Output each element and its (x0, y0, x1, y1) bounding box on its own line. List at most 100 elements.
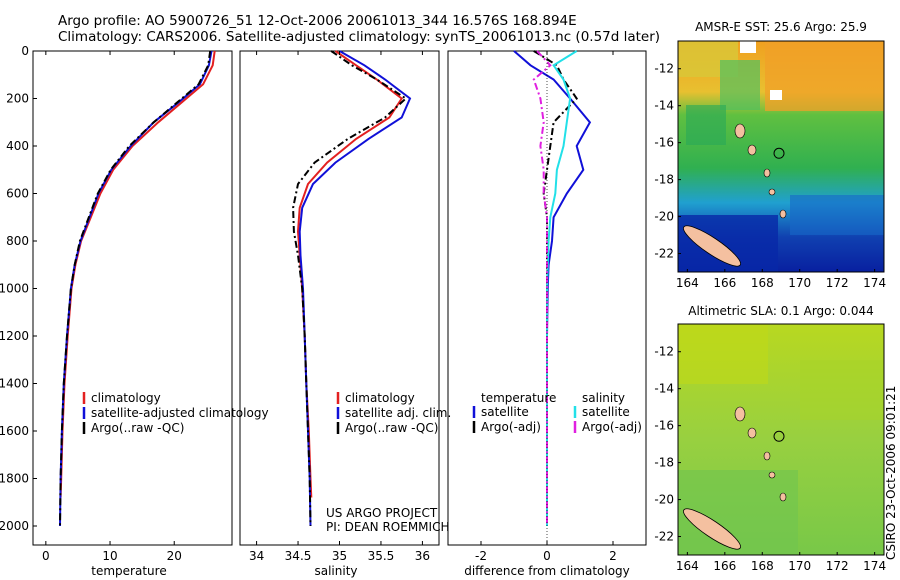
island (768, 188, 776, 196)
map-y-tick-label: -12 (654, 62, 674, 76)
argo-profile-marker (773, 147, 785, 159)
series-line-satellite-adjusted (298, 50, 412, 527)
y-tick-label: 1600 (0, 424, 29, 438)
map-x-tick-label: 164 (676, 559, 699, 573)
map-y-tick-label: -16 (654, 136, 674, 150)
x-tick-label: 34 (249, 549, 264, 563)
sst-map-panel: AMSR-E SST: 25.6 Argo: 25.9 164 166 168 170… (654, 20, 886, 290)
x-tick-label: 36 (415, 549, 430, 563)
difference-panel: -2 0 2 difference from climatology tempera… (447, 50, 647, 578)
sla-field (678, 324, 884, 555)
temperature-legend: climatology satellite-adjusted climatolo… (82, 391, 269, 435)
series-line-temp-satellite (513, 50, 592, 526)
island (747, 427, 757, 439)
map-x-tick-label: 172 (826, 559, 849, 573)
project-annotation: US ARGO PROJECT (326, 506, 438, 520)
temperature-xlabel: temperature (91, 564, 166, 578)
legend-label-sal-satellite: satellite (582, 405, 630, 419)
series-line-satellite-adjusted (59, 50, 213, 527)
x-tick-label: 35 (332, 549, 347, 563)
map-y-tick-label: -18 (654, 456, 674, 470)
map-x-tick-label: 168 (751, 276, 774, 290)
x-tick-label: 2 (609, 549, 617, 563)
x-tick-label: 34.5 (285, 549, 312, 563)
sst-map-frame (677, 40, 885, 273)
figure-title-line1: Argo profile: AO 5900726_51 12-Oct-2006 … (58, 13, 577, 29)
y-tick-label: 1200 (0, 329, 29, 343)
csiro-timestamp: CSIRO 23-Oct-2006 09:01:21 (884, 386, 898, 560)
series-line-argo (292, 50, 408, 527)
sst-field (678, 41, 884, 272)
salinity-xlabel: salinity (314, 564, 357, 578)
sst-map-title: AMSR-E SST: 25.6 Argo: 25.9 (695, 20, 867, 34)
map-x-tick-label: 170 (788, 276, 811, 290)
y-tick-label: 400 (6, 139, 29, 153)
map-x-tick-label: 166 (713, 559, 736, 573)
legend-label-temp-satellite: satellite (481, 405, 529, 419)
series-line-argo (59, 50, 212, 527)
salinity-panel: 34 34.5 35 35.5 36 salinity climatology sate… (239, 50, 451, 578)
legend-group-salinity: salinity (582, 391, 625, 405)
pi-annotation: PI: DEAN ROEMMICH (326, 520, 449, 534)
legend-label-argo: Argo(..raw -QC) (91, 421, 184, 435)
legend-label-argo: Argo(..raw -QC) (345, 421, 438, 435)
x-tick-label: -2 (475, 549, 487, 563)
legend-label-climatology: climatology (91, 391, 161, 405)
series-line-temp-argo (533, 50, 578, 526)
legend-label-temp-argo: Argo(-adj) (481, 420, 541, 434)
sla-map-panel: Altimetric SLA: 0.1 Argo: 0.044 164 166 16… (654, 304, 886, 573)
legend-label-climatology: climatology (345, 391, 415, 405)
map-y-tick-label: -16 (654, 419, 674, 433)
map-x-tick-label: 174 (863, 276, 886, 290)
legend-label-satellite-adjusted: satellite-adjusted climatology (91, 406, 269, 420)
y-tick-label: 1400 (0, 377, 29, 391)
map-y-tick-label: -14 (654, 382, 674, 396)
temperature-panel: 0 10 2002004006008001000120014001600180020… (0, 44, 269, 578)
map-y-tick-label: -22 (654, 530, 674, 544)
island (763, 168, 771, 178)
x-tick-label: 10 (102, 549, 117, 563)
y-tick-label: 0 (21, 44, 29, 58)
map-x-tick-label: 174 (863, 559, 886, 573)
temperature-plot-frame (32, 50, 233, 546)
legend-label-satellite-adj: satellite adj. clim. (345, 406, 451, 420)
y-tick-label: 200 (6, 92, 29, 106)
x-tick-label: 35.5 (368, 549, 395, 563)
sla-map-title: Altimetric SLA: 0.1 Argo: 0.044 (688, 304, 873, 318)
y-tick-label: 1800 (0, 472, 29, 486)
y-tick-label: 2000 (0, 519, 29, 533)
sla-map-frame (677, 323, 885, 556)
x-tick-label: 0 (42, 549, 50, 563)
map-y-tick-label: -20 (654, 210, 674, 224)
y-tick-label: 600 (6, 187, 29, 201)
map-y-tick-label: -22 (654, 247, 674, 261)
island (779, 492, 787, 502)
map-x-tick-label: 172 (826, 276, 849, 290)
argo-profile-marker (773, 430, 785, 442)
island (734, 123, 746, 139)
salinity-legend: climatology satellite adj. clim. Argo(..… (336, 391, 451, 435)
legend-group-temperature: temperature (481, 391, 556, 405)
y-tick-label: 800 (6, 234, 29, 248)
map-y-tick-label: -18 (654, 173, 674, 187)
island (763, 451, 771, 461)
map-x-tick-label: 164 (676, 276, 699, 290)
new-caledonia-island (683, 225, 741, 267)
island (779, 209, 787, 219)
island (747, 144, 757, 156)
x-tick-label: 0 (543, 549, 551, 563)
map-y-tick-label: -14 (654, 99, 674, 113)
salinity-plot-frame (239, 50, 440, 546)
new-caledonia-island (683, 508, 741, 550)
series-line-sal-satellite (546, 50, 578, 526)
difference-xlabel: difference from climatology (464, 564, 630, 578)
map-x-tick-label: 168 (751, 559, 774, 573)
y-tick-label: 1000 (0, 282, 29, 296)
map-x-tick-label: 166 (713, 276, 736, 290)
map-x-tick-label: 170 (788, 559, 811, 573)
map-y-tick-label: -20 (654, 493, 674, 507)
difference-legend: temperature salinity satellite Argo(-adj… (472, 391, 642, 434)
figure-title-line2: Climatology: CARS2006. Satellite-adjuste… (58, 29, 661, 45)
island (768, 471, 776, 479)
